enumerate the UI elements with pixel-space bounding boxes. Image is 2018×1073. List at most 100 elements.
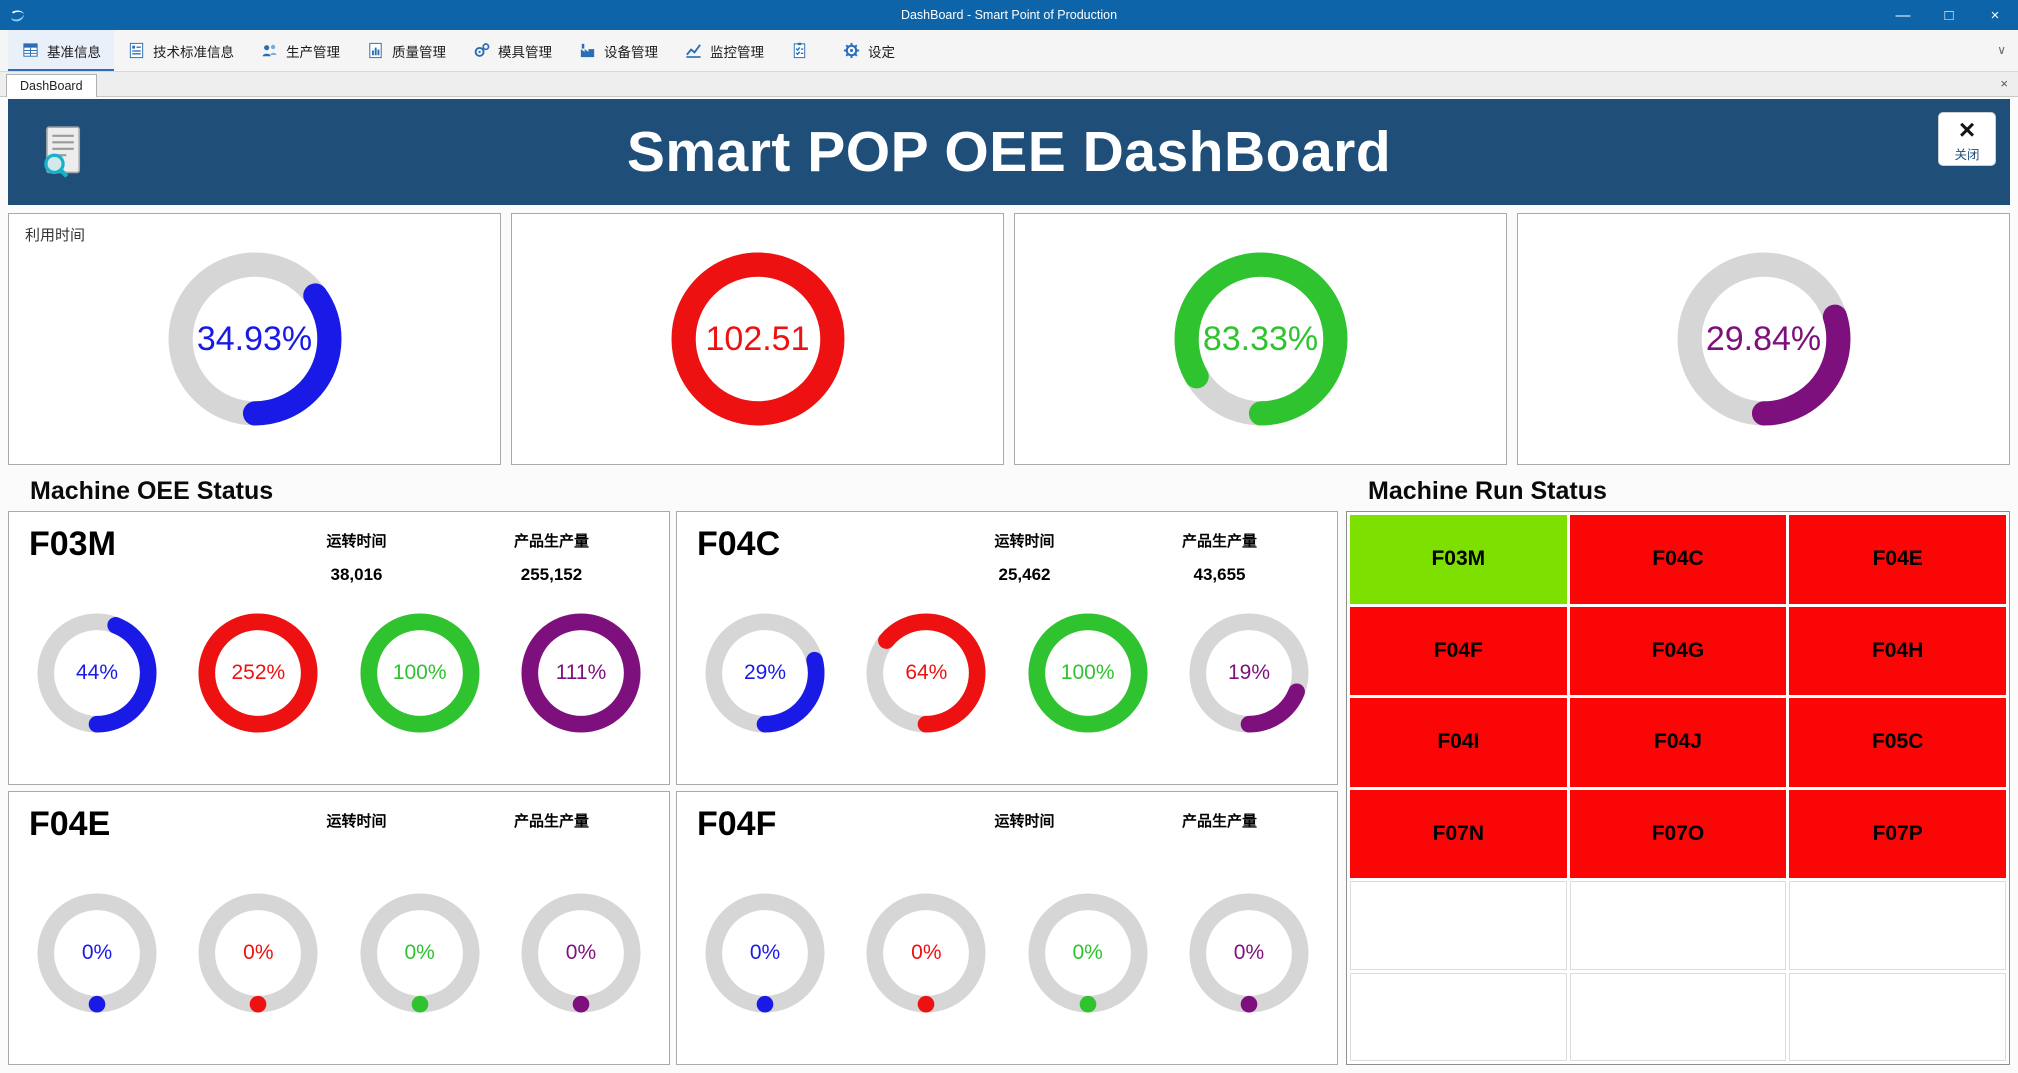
- kpi-card-4: 29.84%: [1517, 213, 2010, 465]
- output-label: 产品生产量: [1181, 533, 1257, 550]
- gauge-value: 44%: [75, 661, 119, 684]
- machine-panel-header: F04E 运转时间 产品生产量: [29, 805, 649, 865]
- gauge-value: 0%: [565, 941, 597, 964]
- app-logo-icon: [11, 10, 25, 22]
- run-status-cell: [1569, 881, 1787, 970]
- ribbon-item-label: 质量管理: [392, 44, 446, 60]
- kpi-card-utilization: 利用时间 34.93%: [8, 213, 501, 465]
- ribbon-item-label: 模具管理: [498, 44, 552, 60]
- settings-gear-icon: [843, 42, 860, 59]
- dashboard-banner: Smart POP OEE DashBoard × 关闭: [8, 99, 2010, 205]
- ribbon-item-label: 设备管理: [604, 44, 658, 60]
- document-tabbar: DashBoard ×: [0, 72, 2018, 97]
- window-title: DashBoard - Smart Point of Production: [900, 8, 1118, 22]
- run-status-cell: F07O: [1569, 789, 1787, 878]
- machine-gauge-row: 0% 0% 0% 0%: [697, 889, 1317, 1017]
- run-status-cell: F04I: [1350, 698, 1567, 787]
- machine-gauge: 19%: [1185, 609, 1313, 737]
- run-status-cell: [1789, 972, 2006, 1061]
- monitor-chart-icon: [686, 44, 701, 58]
- machine-panel-header: F03M 运转时间 38,016 产品生产量 255,152: [29, 525, 649, 585]
- run-status-cell: F04J: [1569, 698, 1787, 787]
- ribbon-item-checklist[interactable]: [777, 30, 829, 71]
- gauge-value: 19%: [1227, 661, 1270, 684]
- output-stat: 产品生产量 255,152: [454, 526, 649, 585]
- mold-gears-icon: [474, 43, 490, 57]
- ribbon-item-monitoring[interactable]: 监控管理: [671, 30, 777, 71]
- run-status-cell: F05C: [1789, 698, 2006, 787]
- machine-gauge: 0%: [33, 889, 161, 1017]
- main-content: Smart POP OEE DashBoard × 关闭 利用时间 34.93%…: [0, 97, 2018, 1073]
- ribbon-item-quality[interactable]: 质量管理: [353, 30, 459, 71]
- tabbar-close-icon[interactable]: ×: [2000, 76, 2008, 91]
- gauge-value: 100%: [1060, 661, 1115, 684]
- output-label: 产品生产量: [513, 533, 589, 550]
- machine-name: F03M: [29, 525, 116, 563]
- run-status-cell: F04E: [1789, 515, 2006, 604]
- ribbon-item-label: 监控管理: [710, 44, 764, 60]
- gauge-value: 0%: [911, 941, 942, 964]
- ribbon-item-production[interactable]: 生产管理: [247, 30, 353, 71]
- machine-gauge: 0%: [862, 889, 990, 1017]
- oee-gauge: 29.84%: [1671, 246, 1857, 432]
- machine-gauge-row: 0% 0% 0% 0%: [29, 889, 649, 1017]
- output-value: 43,655: [1193, 565, 1246, 584]
- standards-doc-icon: [129, 42, 144, 59]
- gauge-value: 0%: [1072, 941, 1103, 964]
- checklist-icon: [793, 42, 806, 59]
- banner-close-button[interactable]: × 关闭: [1938, 112, 1996, 166]
- run-status-cell: [1350, 881, 1567, 970]
- ribbon-toolbar: 基准信息 技术标准信息 生产管理 质量管理: [0, 30, 2018, 72]
- machine-panel-header: F04F 运转时间 产品生产量: [697, 805, 1317, 865]
- machine-gauge: 0%: [194, 889, 322, 1017]
- quality-gauge: 83.33%: [1168, 246, 1354, 432]
- lower-area: F03M 运转时间 38,016 产品生产量 255,152 44% 252% …: [8, 511, 2010, 1065]
- machine-panel-f04e: F04E 运转时间 产品生产量 0% 0% 0% 0%: [8, 791, 670, 1065]
- runtime-label: 运转时间: [994, 813, 1055, 830]
- quality-chart-icon: [369, 42, 382, 59]
- machine-gauge: 111%: [517, 609, 645, 737]
- runtime-label: 运转时间: [326, 813, 387, 830]
- ribbon-item-label: 生产管理: [286, 44, 340, 60]
- machine-panel-f03m: F03M 运转时间 38,016 产品生产量 255,152 44% 252% …: [8, 511, 670, 785]
- gauge-value: 100%: [392, 661, 447, 684]
- close-button[interactable]: ×: [1990, 6, 2000, 24]
- runtime-label: 运转时间: [326, 533, 387, 550]
- ribbon-overflow-chevron[interactable]: ∨: [1997, 43, 2006, 57]
- minimize-button[interactable]: —: [1895, 6, 1911, 24]
- tab-dashboard[interactable]: DashBoard: [6, 74, 97, 97]
- machine-gauge: 0%: [517, 889, 645, 1017]
- machine-gauge: 0%: [356, 889, 484, 1017]
- run-status-cell: F04G: [1569, 606, 1787, 695]
- section-title-row: Machine OEE Status Machine Run Status: [8, 477, 2010, 507]
- ribbon-item-settings[interactable]: 设定: [829, 30, 908, 71]
- gauge-value: 252%: [231, 661, 286, 684]
- maximize-button[interactable]: □: [1944, 6, 1954, 24]
- output-label: 产品生产量: [513, 813, 589, 830]
- gauge-value: 0%: [243, 941, 274, 964]
- grid-info-icon: [23, 43, 38, 57]
- run-section-title: Machine Run Status: [1368, 477, 1607, 505]
- machine-oee-grid: F03M 运转时间 38,016 产品生产量 255,152 44% 252% …: [8, 511, 1338, 1065]
- gauge-value: 29%: [743, 661, 787, 684]
- ribbon-item-tech-standards[interactable]: 技术标准信息: [114, 30, 247, 71]
- machine-name: F04E: [29, 805, 111, 843]
- banner-close-label: 关闭: [1954, 148, 1980, 162]
- ribbon-item-mold[interactable]: 模具管理: [459, 30, 565, 71]
- people-icon: [262, 44, 277, 57]
- machine-name: F04C: [697, 525, 781, 563]
- runtime-stat: 运转时间: [259, 806, 454, 865]
- ribbon-item-base-info[interactable]: 基准信息: [8, 30, 114, 71]
- banner-title: Smart POP OEE DashBoard: [626, 120, 1392, 184]
- report-search-icon: [44, 126, 81, 178]
- oee-section-title: Machine OEE Status: [30, 477, 274, 505]
- run-status-cell: [1789, 881, 2006, 970]
- machine-panel-f04f: F04F 运转时间 产品生产量 0% 0% 0% 0%: [676, 791, 1338, 1065]
- runtime-label: 运转时间: [994, 533, 1055, 550]
- kpi-card-3: 83.33%: [1014, 213, 1507, 465]
- factory-icon: [580, 43, 595, 58]
- ribbon-item-equipment[interactable]: 设备管理: [565, 30, 671, 71]
- utilization-gauge: 34.93%: [162, 246, 348, 432]
- gauge-value: 83.33%: [1202, 319, 1319, 358]
- gauge-value: 0%: [749, 941, 781, 964]
